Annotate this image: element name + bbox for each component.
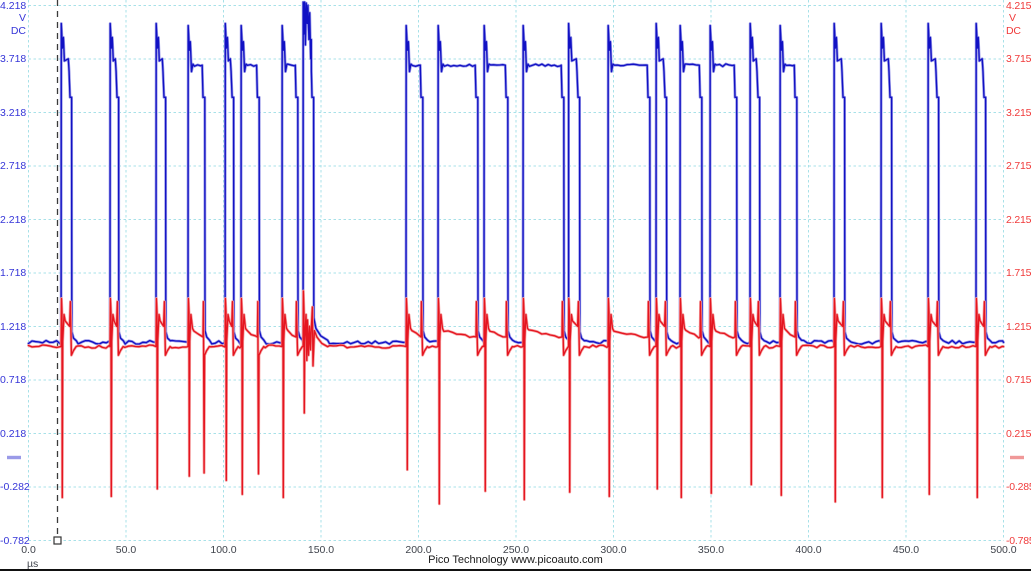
- left-axis-tick-label: 0.218: [0, 427, 27, 440]
- trace-b-polyline: [27, 290, 1005, 505]
- left-axis-tick-label: 2.218: [0, 213, 27, 226]
- left-axis-tick-label: 1.718: [0, 267, 27, 279]
- right-axis-unit: V: [1009, 12, 1016, 24]
- x-axis-tick-label: 450.0: [892, 544, 920, 556]
- grid: [28, 0, 1004, 541]
- x-axis-tick-label: 500.0: [990, 544, 1017, 556]
- x-axis-tick-label: 100.0: [210, 544, 237, 556]
- trace-a-polyline: [27, 0, 1005, 346]
- x-axis-tick-label: 300.0: [600, 544, 627, 556]
- footer: Pico Technology www.picoauto.com: [0, 554, 1031, 566]
- x-axis-tick-label: 250.0: [502, 544, 530, 556]
- channel-b-trace: [27, 289, 1005, 506]
- right-axis-tick-label: -0.785: [1006, 534, 1031, 547]
- x-axis-tick-label: 400.0: [795, 544, 822, 556]
- left-axis-tick-label: 4.218: [0, 0, 27, 12]
- left-axis-tick-label: 2.718: [0, 160, 27, 172]
- x-axis-tick-label: 0.0: [21, 544, 36, 556]
- x-axis-tick-label: 150.0: [307, 544, 335, 556]
- x-axis-tick-label: 200.0: [405, 544, 432, 556]
- channel-a-trace: [27, 0, 1005, 346]
- bottom-border: [0, 569, 1031, 571]
- left-axis-tick-label: -0.282: [0, 481, 30, 493]
- left-axis-tick-label: 3.718: [0, 53, 27, 65]
- left-axis-unit: V: [18, 12, 26, 24]
- left-axis-tick-label: -0.782: [0, 534, 30, 547]
- channel-a-zero-marker[interactable]: [7, 455, 21, 460]
- trace-a-polyline: [27, 1, 1005, 345]
- left-axis-tick-label: 3.218: [0, 106, 27, 119]
- left-axis-tick-label: 1.218: [0, 320, 27, 333]
- right-axis-coupling: DC: [1006, 25, 1021, 37]
- x-axis-tick-label: 350.0: [697, 544, 725, 556]
- left-axis-tick-label: 0.718: [0, 374, 27, 386]
- x-axis-tick-label: 50.0: [115, 544, 137, 556]
- right-axis-tick-label: 3.215: [1006, 106, 1031, 119]
- right-axis-tick-label: 2.715: [1006, 160, 1031, 172]
- channel-b-zero-marker[interactable]: [1010, 455, 1024, 460]
- trigger-marker[interactable]: [53, 536, 62, 545]
- right-axis-tick-label: 2.215: [1006, 213, 1031, 226]
- right-axis-tick-label: 3.715: [1006, 53, 1031, 65]
- footer-brand-text: Pico Technology www.picoauto.com: [428, 554, 603, 566]
- right-axis-tick-label: 0.715: [1006, 374, 1031, 386]
- right-axis-tick-label: 4.215: [1006, 0, 1031, 12]
- right-axis-tick-label: 0.215: [1006, 427, 1031, 440]
- right-axis-tick-label: -0.285: [1006, 481, 1031, 493]
- x-axis-unit-label: µs: [27, 558, 39, 570]
- left-axis-coupling: DC: [10, 25, 26, 37]
- right-axis-tick-label: 1.215: [1006, 320, 1031, 333]
- right-axis-tick-label: 1.715: [1006, 267, 1031, 279]
